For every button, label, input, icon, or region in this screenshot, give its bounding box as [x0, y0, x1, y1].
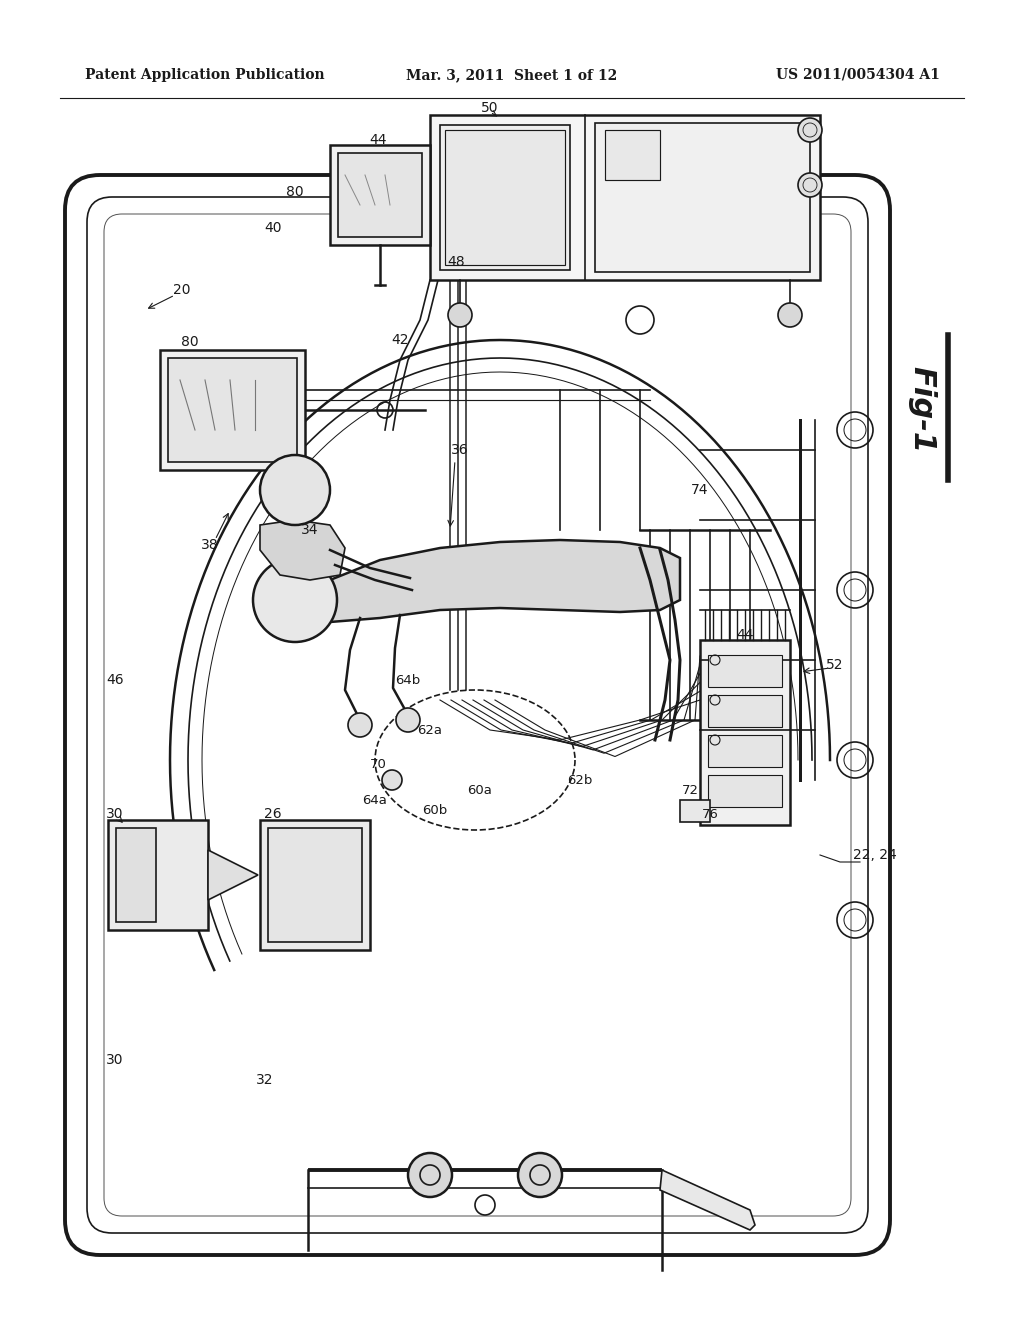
Text: 52: 52	[826, 657, 844, 672]
Text: 76: 76	[701, 808, 719, 821]
Bar	[700, 640, 790, 825]
Text: 22, 24: 22, 24	[853, 847, 897, 862]
Bar	[440, 125, 570, 271]
Circle shape	[798, 173, 822, 197]
Bar	[116, 828, 156, 921]
Text: 64b: 64b	[395, 673, 421, 686]
Bar	[445, 129, 565, 265]
Text: 30: 30	[106, 1053, 124, 1067]
Text: 72: 72	[682, 784, 698, 796]
Text: Mar. 3, 2011  Sheet 1 of 12: Mar. 3, 2011 Sheet 1 of 12	[407, 69, 617, 82]
Bar	[708, 735, 782, 767]
Text: 62a: 62a	[418, 723, 442, 737]
Text: 32: 32	[256, 1073, 273, 1086]
Circle shape	[348, 713, 372, 737]
Text: 74: 74	[691, 483, 709, 498]
Circle shape	[798, 117, 822, 143]
Text: 60b: 60b	[422, 804, 447, 817]
Text: 42: 42	[391, 333, 409, 347]
Bar	[160, 350, 305, 470]
Text: 62b: 62b	[567, 774, 593, 787]
Circle shape	[382, 770, 402, 789]
Text: 44: 44	[370, 133, 387, 147]
Polygon shape	[310, 540, 680, 622]
Circle shape	[408, 1152, 452, 1197]
Bar	[430, 115, 820, 280]
Circle shape	[778, 304, 802, 327]
Text: 70: 70	[370, 759, 386, 771]
Text: 64a: 64a	[362, 793, 387, 807]
Bar	[605, 129, 660, 180]
Text: Patent Application Publication: Patent Application Publication	[85, 69, 325, 82]
Text: 40: 40	[264, 220, 282, 235]
Bar	[260, 820, 370, 950]
Text: 20: 20	[173, 282, 190, 297]
Bar	[708, 696, 782, 727]
Polygon shape	[208, 850, 258, 900]
Bar	[338, 153, 422, 238]
Bar	[168, 358, 297, 462]
Circle shape	[260, 455, 330, 525]
Circle shape	[449, 304, 472, 327]
Circle shape	[518, 1152, 562, 1197]
Text: 80: 80	[181, 335, 199, 348]
Circle shape	[253, 558, 337, 642]
Bar	[595, 123, 810, 272]
Polygon shape	[660, 1170, 755, 1230]
Text: 34: 34	[301, 523, 318, 537]
Bar	[708, 655, 782, 686]
Bar	[680, 800, 710, 822]
Text: 48: 48	[447, 255, 465, 269]
Text: 36: 36	[452, 444, 469, 457]
Text: 26: 26	[264, 807, 282, 821]
Circle shape	[396, 708, 420, 733]
Text: 38: 38	[201, 539, 219, 552]
Bar	[108, 820, 208, 931]
Bar	[330, 145, 430, 246]
Text: US 2011/0054304 A1: US 2011/0054304 A1	[776, 69, 940, 82]
Text: 80: 80	[286, 185, 304, 199]
Text: 46: 46	[106, 673, 124, 686]
Text: 30: 30	[106, 807, 124, 821]
Bar	[268, 828, 362, 942]
Polygon shape	[260, 520, 345, 579]
Text: 60a: 60a	[468, 784, 493, 796]
Bar	[708, 775, 782, 807]
Text: 50: 50	[481, 102, 499, 115]
Text: Fig-1: Fig-1	[907, 367, 937, 454]
Text: 44: 44	[736, 628, 754, 642]
